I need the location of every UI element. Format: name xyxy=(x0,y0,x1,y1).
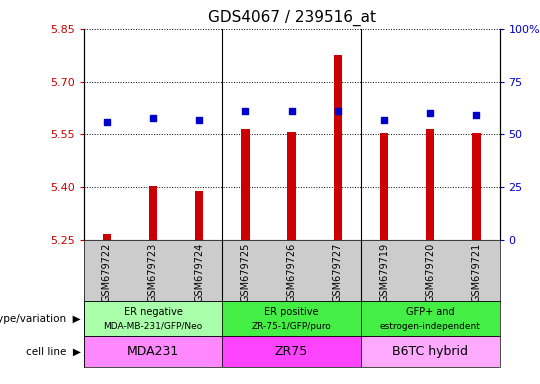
Point xyxy=(334,108,342,114)
Bar xyxy=(222,336,361,367)
Bar xyxy=(426,129,434,240)
Text: B6TC hybrid: B6TC hybrid xyxy=(392,345,468,358)
Bar xyxy=(334,55,342,240)
Bar xyxy=(241,129,249,240)
Bar xyxy=(222,301,361,336)
Text: cell line  ▶: cell line ▶ xyxy=(26,346,81,356)
Bar xyxy=(84,301,222,336)
Point xyxy=(426,110,435,116)
Text: GSM679725: GSM679725 xyxy=(240,243,251,303)
Point xyxy=(472,113,481,119)
Text: GSM679723: GSM679723 xyxy=(148,243,158,302)
Point xyxy=(380,117,388,123)
Text: GSM679724: GSM679724 xyxy=(194,243,204,302)
Text: GSM679720: GSM679720 xyxy=(425,243,435,302)
Bar xyxy=(472,132,481,240)
Point xyxy=(241,108,249,114)
Point xyxy=(148,114,157,121)
Bar xyxy=(361,301,500,336)
Bar xyxy=(380,132,388,240)
Bar xyxy=(103,234,111,240)
Point xyxy=(195,117,204,123)
Bar xyxy=(361,336,500,367)
Text: ER negative: ER negative xyxy=(124,308,183,318)
Text: genotype/variation  ▶: genotype/variation ▶ xyxy=(0,314,81,324)
Text: GSM679721: GSM679721 xyxy=(471,243,481,302)
Text: GSM679726: GSM679726 xyxy=(287,243,296,302)
Text: GFP+ and: GFP+ and xyxy=(406,308,455,318)
Bar xyxy=(149,186,157,240)
Text: estrogen-independent: estrogen-independent xyxy=(380,322,481,331)
Bar xyxy=(84,336,222,367)
Text: ZR-75-1/GFP/puro: ZR-75-1/GFP/puro xyxy=(252,322,332,331)
Text: ER positive: ER positive xyxy=(265,308,319,318)
Text: MDA231: MDA231 xyxy=(127,345,179,358)
Point xyxy=(103,119,111,125)
Text: MDA-MB-231/GFP/Neo: MDA-MB-231/GFP/Neo xyxy=(103,322,202,331)
Point xyxy=(287,108,296,114)
Title: GDS4067 / 239516_at: GDS4067 / 239516_at xyxy=(207,10,376,26)
Bar xyxy=(287,132,296,240)
Text: GSM679719: GSM679719 xyxy=(379,243,389,302)
Text: ZR75: ZR75 xyxy=(275,345,308,358)
Bar xyxy=(195,191,204,240)
Text: GSM679722: GSM679722 xyxy=(102,243,112,303)
Text: GSM679727: GSM679727 xyxy=(333,243,343,303)
